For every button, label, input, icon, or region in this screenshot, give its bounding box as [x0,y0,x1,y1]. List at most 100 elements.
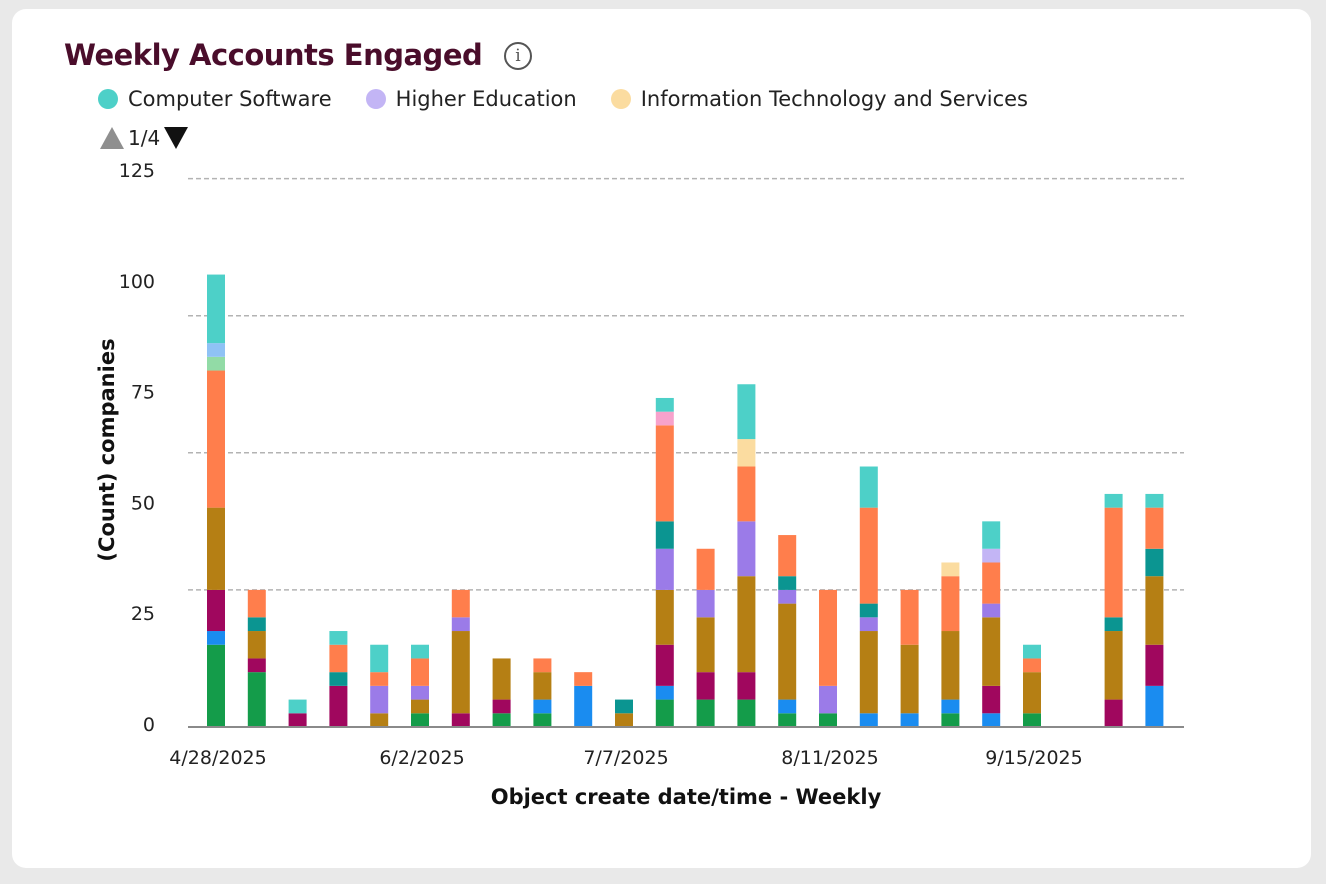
bar-segment-gold[interactable] [411,699,429,714]
bar-segment-orange[interactable] [207,370,225,508]
bar-segment-lightgreen[interactable] [207,356,225,371]
bar-stack[interactable] [982,521,1001,727]
bar-segment-gold[interactable] [737,576,756,673]
bar-stack[interactable] [329,631,348,727]
bar-stack[interactable] [819,589,837,727]
bar-segment-magenta[interactable] [655,644,674,686]
bar-stack[interactable] [941,562,960,727]
bar-segment-darkteal[interactable] [859,603,878,618]
bar-segment-darkteal[interactable] [615,699,633,714]
bar-segment-orange[interactable] [696,548,715,590]
bar-segment-orange[interactable] [451,589,470,618]
bar-segment-magenta[interactable] [737,672,756,700]
bar-segment-magenta[interactable] [247,658,266,673]
bar-segment-teal[interactable] [1104,493,1123,508]
bar-segment-green[interactable] [207,644,225,727]
bar-segment-gold[interactable] [1104,631,1123,700]
bar-segment-blue[interactable] [982,713,1001,727]
bar-stack[interactable] [1104,493,1123,727]
bar-segment-gold[interactable] [247,631,266,659]
bar-segment-orange[interactable] [778,535,797,577]
bar-segment-blue[interactable] [941,699,960,714]
bar-segment-teal[interactable] [411,644,429,659]
bar-segment-teal[interactable] [859,466,878,508]
bar-segment-gold[interactable] [941,631,960,700]
bar-stack[interactable] [370,644,389,727]
bar-segment-green[interactable] [655,699,674,727]
bar-segment-gold[interactable] [859,631,878,714]
bar-segment-orange[interactable] [982,562,1001,604]
bar-segment-magenta[interactable] [329,685,348,727]
bar-segment-blue[interactable] [533,699,552,714]
bar-segment-lavender[interactable] [778,589,797,604]
bar-stack[interactable] [451,589,470,727]
bar-stack[interactable] [778,535,797,727]
bar-segment-orange[interactable] [1104,507,1123,618]
bar-segment-gold[interactable] [778,603,797,700]
bar-segment-gold[interactable] [615,713,633,727]
bar-segment-orange[interactable] [859,507,878,604]
bar-segment-blue[interactable] [207,631,225,645]
bar-segment-magenta[interactable] [696,672,715,700]
info-circle-icon[interactable]: i [504,42,532,70]
bar-segment-gold[interactable] [900,644,919,714]
bar-stack[interactable] [737,384,756,727]
bar-segment-green[interactable] [492,713,511,727]
bar-segment-blue[interactable] [778,699,797,714]
bar-segment-lavender[interactable] [411,685,429,700]
triangle-up-icon[interactable] [100,127,124,149]
bar-segment-magenta[interactable] [207,589,225,632]
bar-segment-green[interactable] [533,713,552,727]
bar-segment-gold[interactable] [451,631,470,714]
bar-segment-orange[interactable] [329,644,348,673]
bar-segment-teal[interactable] [370,644,389,673]
bar-segment-green[interactable] [411,713,429,727]
bar-segment-darkteal[interactable] [1104,617,1123,632]
bar-stack[interactable] [1145,493,1164,727]
bar-segment-orange[interactable] [574,672,593,686]
bar-segment-darkteal[interactable] [247,617,266,632]
bar-stack[interactable] [574,672,593,727]
bar-stack[interactable] [411,644,429,727]
bar-segment-magenta[interactable] [1104,699,1123,727]
bar-stack[interactable] [288,699,307,727]
bar-segment-teal[interactable] [329,631,348,645]
bar-segment-lavender[interactable] [696,589,715,618]
bar-segment-lavender[interactable] [655,548,674,590]
bar-segment-lavender[interactable] [859,617,878,632]
bar-stack[interactable] [492,658,511,727]
bar-segment-green[interactable] [1023,713,1041,727]
bar-segment-lightlavender[interactable] [982,548,1001,563]
legend-item-computer-software[interactable]: Computer Software [98,87,332,111]
bar-segment-teal[interactable] [737,384,756,440]
bar-segment-teal[interactable] [1145,493,1164,508]
bar-segment-orange[interactable] [655,425,674,522]
bar-segment-orange[interactable] [1145,507,1164,549]
bar-segment-orange[interactable] [819,589,837,686]
bar-segment-blue[interactable] [574,685,593,727]
bar-segment-gold[interactable] [696,617,715,673]
bar-stack[interactable] [655,397,674,727]
bar-stack[interactable] [696,548,715,727]
bar-segment-orange[interactable] [737,466,756,522]
bar-segment-green[interactable] [247,672,266,727]
bar-stack[interactable] [207,274,225,727]
bar-segment-blue[interactable] [859,713,878,727]
bar-segment-orange[interactable] [1023,658,1041,673]
bar-segment-darkteal[interactable] [329,672,348,686]
bar-segment-teal[interactable] [207,274,225,344]
bar-segment-lightblue[interactable] [207,343,225,357]
bar-segment-magenta[interactable] [451,713,470,727]
bar-segment-darkteal[interactable] [655,521,674,549]
bar-segment-darkteal[interactable] [778,576,797,590]
bar-segment-teal[interactable] [288,699,307,714]
bar-segment-green[interactable] [778,713,797,727]
bar-segment-orange[interactable] [533,658,552,673]
bar-segment-teal[interactable] [982,521,1001,549]
bar-segment-gold[interactable] [655,589,674,645]
bar-segment-magenta[interactable] [1145,644,1164,686]
bar-segment-blue[interactable] [1145,685,1164,727]
bar-segment-orange[interactable] [370,672,389,686]
bar-segment-lightyellow[interactable] [941,562,960,577]
bar-segment-gold[interactable] [1145,576,1164,645]
